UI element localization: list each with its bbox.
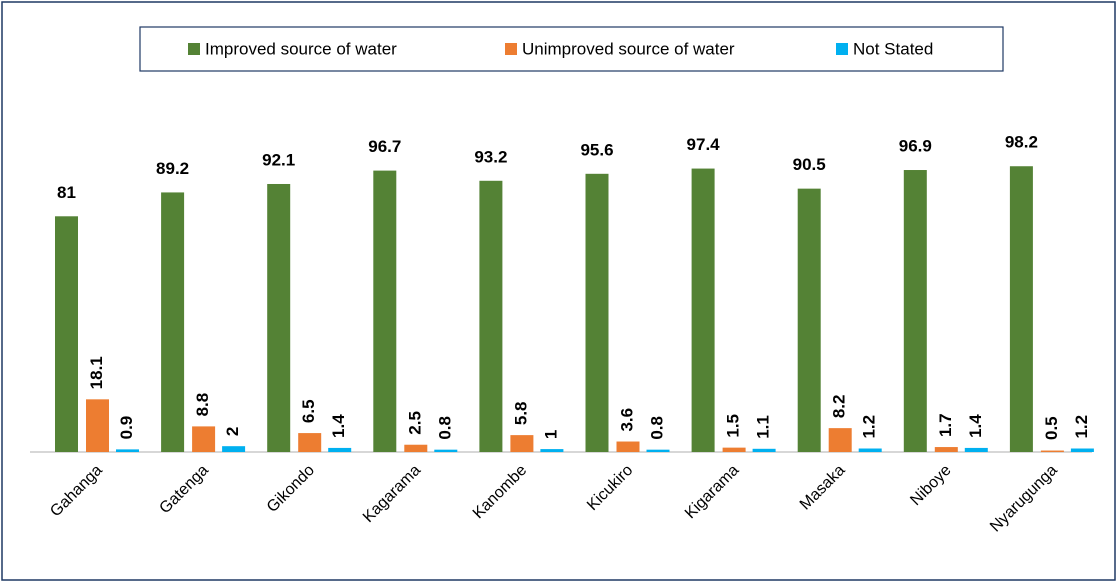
bar [222,446,246,452]
bar [510,435,534,452]
bar [903,170,927,452]
value-label: 2.5 [405,411,424,435]
value-label: 1.4 [329,414,348,438]
legend-label: Unimproved source of water [522,39,735,58]
bar [585,173,609,452]
value-label: 8.2 [830,394,849,418]
value-label: 0.9 [117,416,136,440]
value-label: 1.4 [966,414,985,438]
value-label: 5.8 [511,401,530,425]
bar [479,180,503,452]
bar [1009,166,1033,452]
bar [964,447,988,452]
value-label: 3.6 [617,408,636,432]
value-label: 1.1 [754,415,773,439]
value-label: 95.6 [580,140,613,159]
bar [752,448,776,452]
bar [55,216,78,452]
value-label: 92.1 [262,150,295,169]
value-label: 0.8 [647,416,666,440]
value-label: 1 [541,430,560,439]
bar [404,444,428,452]
bar [722,447,746,452]
bar [858,448,882,452]
value-label: 1.5 [724,414,743,438]
value-label: 1.7 [936,413,955,437]
value-label: 98.2 [1005,133,1038,152]
bar [1040,450,1064,453]
bar [373,170,397,452]
bar [434,449,458,452]
value-label: 0.8 [435,416,454,440]
legend-swatch [505,43,517,55]
value-label: 2 [223,427,242,436]
bar [86,399,109,452]
bar [328,447,352,452]
legend-box [139,26,1004,72]
bar [540,449,564,452]
bar [116,449,139,452]
value-label: 89.2 [156,159,189,178]
value-label: 96.9 [899,137,932,156]
legend-label: Improved source of water [205,39,397,58]
bar [691,168,715,453]
value-label: 6.5 [299,399,318,423]
value-label: 18.1 [87,356,106,389]
bar [828,428,852,452]
legend-label: Not Stated [853,39,933,58]
bar [267,183,291,452]
bar [646,449,670,452]
value-label: 81 [57,183,76,202]
value-label: 1.2 [1072,415,1091,439]
bar [192,426,216,452]
legend-swatch [188,43,200,55]
bar [934,447,958,452]
bar [797,188,821,452]
value-label: 8.8 [193,393,212,417]
bar [1070,448,1094,452]
bar [298,433,322,452]
legend-swatch [836,43,848,55]
value-label: 97.4 [687,135,721,154]
value-label: 1.2 [860,415,879,439]
bar [161,192,185,453]
value-label: 90.5 [793,155,826,174]
value-label: 96.7 [368,137,401,156]
value-label: 93.2 [474,147,507,166]
value-label: 0.5 [1042,416,1061,440]
bar [616,441,640,452]
